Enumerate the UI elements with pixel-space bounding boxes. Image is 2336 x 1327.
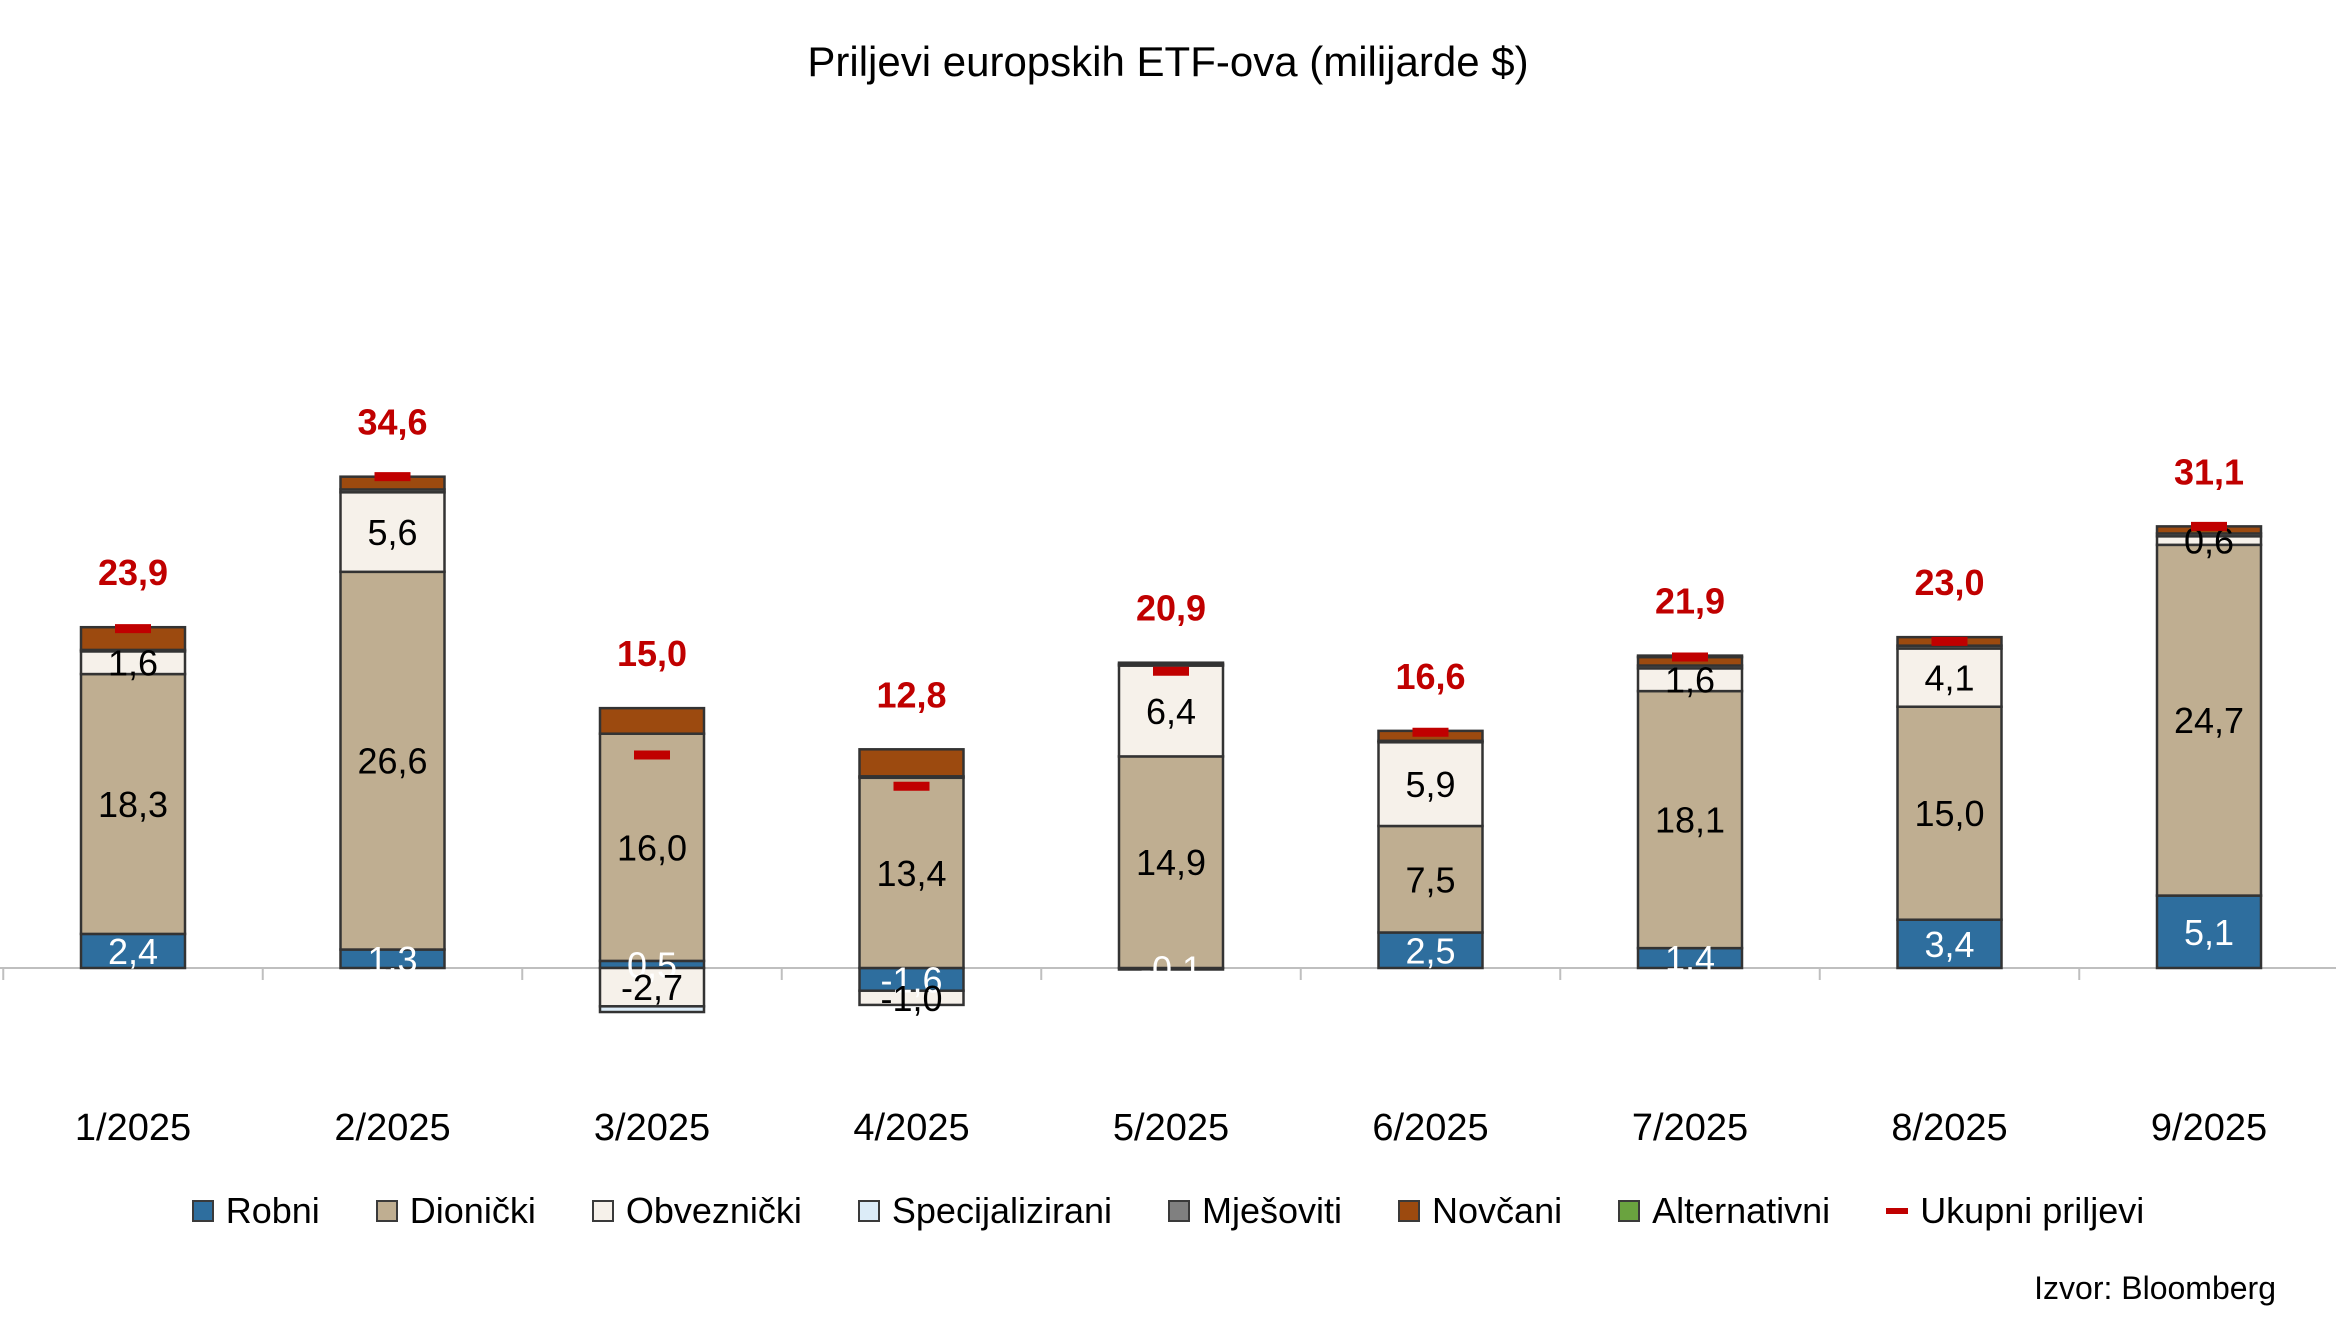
legend-item-novcani: Novčani [1398, 1190, 1562, 1232]
legend-item-specijalizirani: Specijalizirani [857, 1190, 1112, 1232]
legend-item-mjesoviti: Mješoviti [1168, 1190, 1342, 1232]
bar-data-label: 5,9 [1405, 764, 1455, 805]
bar-data-label: 1,6 [108, 643, 158, 684]
total-label: 23,9 [98, 552, 168, 593]
bar-segment-obveznički [858, 989, 965, 1007]
x-axis-label: 6/2025 [1372, 1107, 1488, 1149]
bar-segment-novčani [1117, 661, 1225, 666]
x-axis-label: 2/2025 [334, 1107, 450, 1149]
bar-data-label: 15,0 [1914, 793, 1984, 834]
legend-item-robni: Robni [191, 1190, 320, 1232]
bar-segment-robni [1896, 918, 2003, 970]
x-axis-label: 1/2025 [75, 1107, 191, 1149]
bar-data-label: 1,4 [1665, 938, 1715, 979]
bar-data-label: 16,0 [617, 827, 687, 868]
bar-data-label: -0,1 [1140, 949, 1202, 990]
bar-data-label: 26,6 [357, 741, 427, 782]
bar-data-label: 4,1 [1924, 658, 1974, 699]
bar-data-label: 1,3 [367, 939, 417, 980]
total-label: 12,8 [876, 674, 946, 715]
legend-label-dionicki: Dionički [409, 1190, 536, 1231]
bar-segment-novčani [598, 706, 706, 735]
bar-data-label: 24,7 [2174, 700, 2244, 741]
bar-data-label: -1,6 [880, 959, 942, 1000]
legend-swatch-novcani [1398, 1200, 1421, 1222]
bar-segment-obveznički [598, 966, 706, 1008]
bar-segment-dionički [858, 776, 965, 970]
bar-data-label: 5,1 [2184, 912, 2234, 953]
bar-data-label: 18,3 [98, 784, 168, 825]
bar-segment-dionički [79, 672, 187, 936]
bar-data-label: 5,6 [367, 512, 417, 553]
legend-swatch-ukupni [1886, 1208, 1909, 1214]
total-label: 21,9 [1655, 581, 1725, 622]
bar-data-label: -1,0 [880, 978, 942, 1019]
bar-data-label: 2,5 [1405, 930, 1455, 971]
bar-segment-obveznički [1377, 740, 1484, 828]
total-label: 34,6 [357, 402, 427, 443]
bar-segment-dionički [598, 732, 706, 963]
bar-data-label: 13,4 [876, 853, 946, 894]
bar-segment-dionički [1636, 689, 1744, 950]
source-note: Izvor: Bloomberg [2034, 1270, 2276, 1306]
legend-swatch-dionicki [375, 1200, 398, 1222]
bar-segment-dionički [339, 570, 446, 951]
bar-segment-novčani [858, 748, 965, 778]
total-label: 16,6 [1395, 656, 1465, 697]
legend: Robni Dionički Obveznički Specijaliziran… [0, 1190, 2336, 1232]
legend-item-ukupni: Ukupni priljevi [1886, 1190, 2144, 1232]
legend-swatch-obveznicki [591, 1200, 614, 1222]
bar-segment-specijalizirani [598, 1005, 706, 1014]
legend-swatch-mjesoviti [1168, 1200, 1190, 1222]
bar-segment-robni [1377, 931, 1484, 970]
x-axis-label: 4/2025 [853, 1107, 969, 1149]
total-label: 23,0 [1914, 562, 1984, 603]
legend-label-mjesoviti: Mješoviti [1202, 1190, 1343, 1231]
total-label: 31,1 [2174, 451, 2244, 492]
legend-swatch-alternativni [1618, 1200, 1641, 1222]
bar-segment-obveznički [339, 491, 446, 574]
legend-label-specijalizirani: Specijalizirani [891, 1190, 1112, 1231]
bar-data-label: 6,4 [1146, 691, 1196, 732]
bar-data-label: 18,1 [1655, 800, 1725, 841]
bar-segment-dionički [1117, 755, 1225, 970]
legend-label-alternativni: Alternativni [1652, 1190, 1831, 1231]
bar-data-label: -2,7 [621, 967, 683, 1008]
legend-item-alternativni: Alternativni [1618, 1190, 1830, 1232]
legend-label-robni: Robni [225, 1190, 320, 1231]
bar-data-label: 3,4 [1924, 924, 1974, 965]
bar-data-label: 14,9 [1136, 842, 1206, 883]
legend-label-novcani: Novčani [1432, 1190, 1563, 1231]
bar-segment-dionički [2155, 543, 2263, 897]
x-axis-label: 9/2025 [2151, 1107, 2267, 1149]
bar-segment-robni [79, 932, 187, 970]
bar-segment-dionički [1377, 824, 1484, 934]
chart-title: Priljevi europskih ETF-ova (milijarde $) [807, 38, 1529, 85]
x-axis-label: 3/2025 [594, 1107, 710, 1149]
legend-label-ukupni: Ukupni priljevi [1920, 1190, 2145, 1231]
bar-data-label: 2,4 [108, 931, 158, 972]
x-axis-label: 5/2025 [1113, 1107, 1229, 1149]
x-axis-label: 7/2025 [1632, 1107, 1748, 1149]
legend-swatch-robni [191, 1200, 214, 1222]
bar-segment-obveznički [1896, 647, 2003, 708]
x-axis-label: 8/2025 [1891, 1107, 2007, 1149]
legend-label-obveznicki: Obveznički [625, 1190, 802, 1231]
legend-swatch-specijalizirani [857, 1200, 880, 1222]
bar-data-label: 7,5 [1405, 859, 1455, 900]
bar-segment-robni [2155, 894, 2263, 970]
legend-item-obveznicki: Obveznički [591, 1190, 802, 1232]
legend-item-dionicki: Dionički [375, 1190, 536, 1232]
total-label: 20,9 [1136, 588, 1206, 629]
bar-segment-dionički [1896, 705, 2003, 921]
bar-data-label: 1,6 [1665, 660, 1715, 701]
bar-data-label: 0,5 [627, 944, 677, 985]
bar-segment-obveznički [1117, 664, 1225, 758]
total-label: 15,0 [617, 633, 687, 674]
